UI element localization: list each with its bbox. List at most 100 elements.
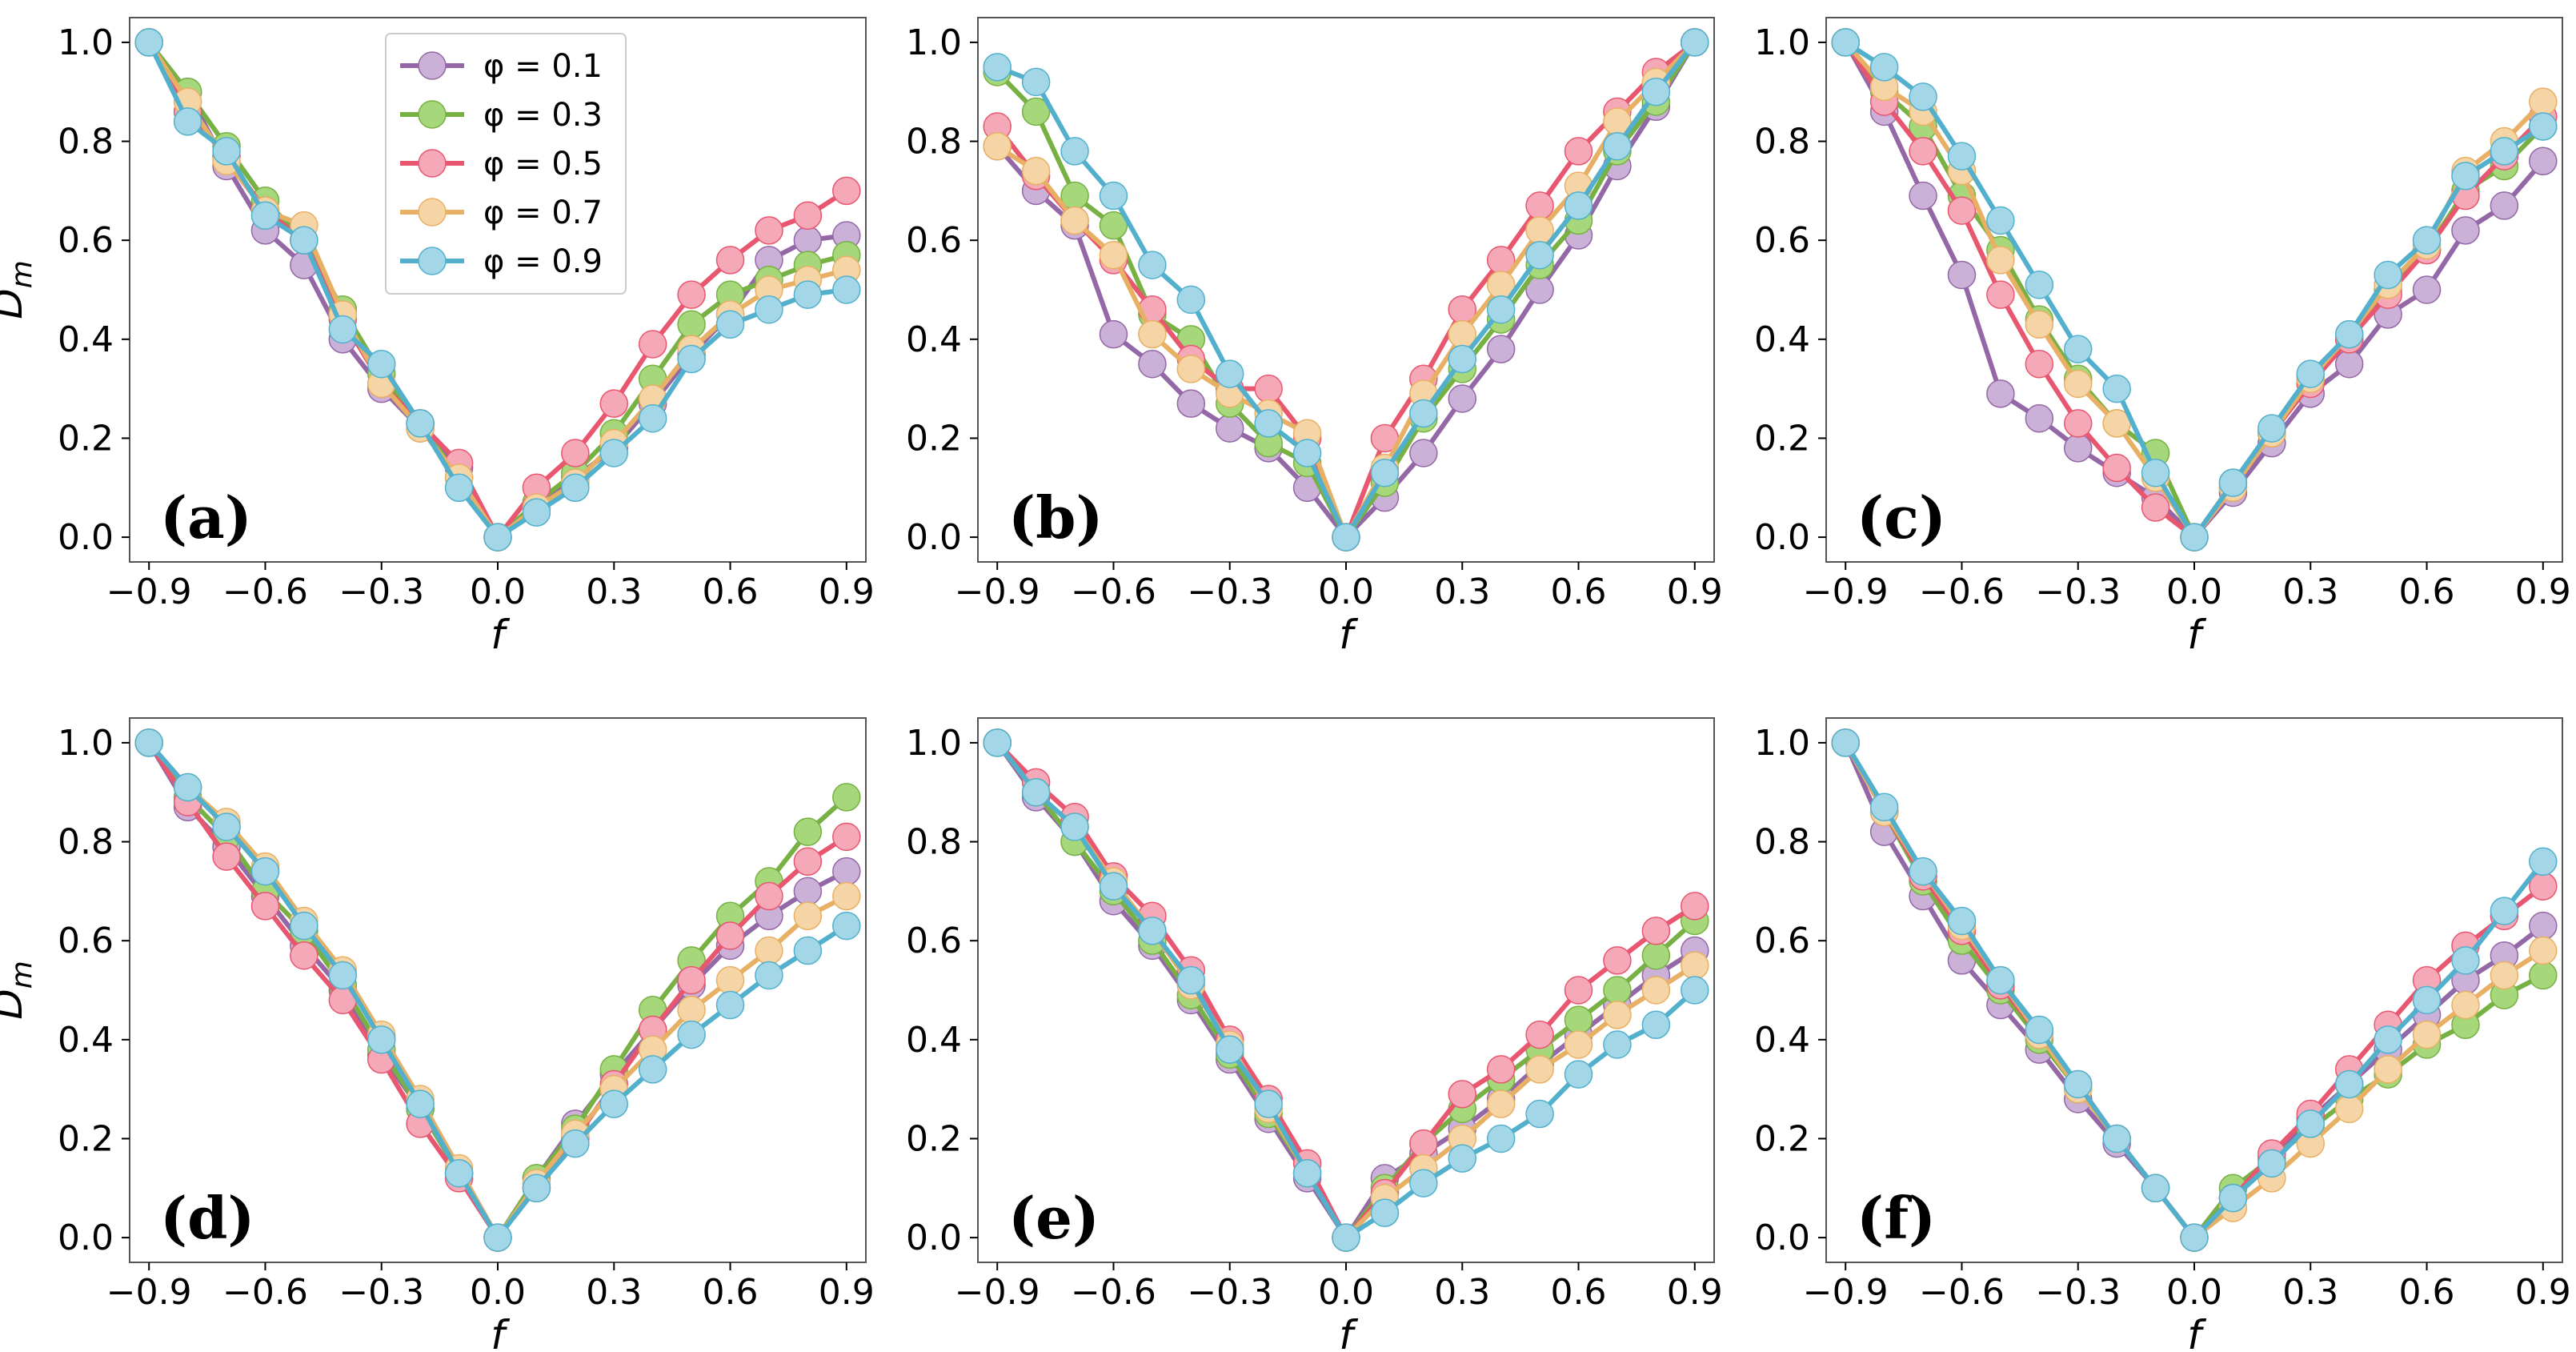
data-point — [1332, 523, 1360, 552]
data-point — [1215, 359, 1244, 388]
y-tick-label: 0.6 — [1754, 921, 1810, 961]
y-tick-label: 1.0 — [1754, 22, 1810, 63]
x-axis-label: f — [2187, 612, 2206, 658]
data-point — [2334, 349, 2364, 379]
data-point — [2102, 453, 2131, 483]
x-axis-label: f — [2187, 1312, 2206, 1352]
x-tick-label: −0.9 — [1803, 572, 1889, 612]
y-axis-label-subscript: m — [6, 260, 38, 288]
y-tick-label: 0.8 — [1754, 822, 1810, 863]
x-tick-label: 0.6 — [1551, 572, 1607, 612]
y-tick-label: 0.0 — [906, 517, 962, 558]
y-tick-label: 0.2 — [58, 1118, 114, 1159]
data-point — [2218, 1183, 2248, 1213]
data-point — [1486, 295, 1516, 324]
data-point — [1986, 379, 2015, 408]
data-point — [483, 523, 512, 552]
legend-entry: φ = 0.1 — [483, 48, 603, 85]
y-tick-label: 0.4 — [906, 319, 962, 360]
data-point — [1681, 28, 1709, 57]
legend-entry: φ = 0.9 — [483, 243, 603, 280]
data-point — [2412, 275, 2442, 304]
data-point — [1099, 872, 1128, 901]
x-tick-label: 0.6 — [703, 572, 759, 612]
y-tick-label: 0.6 — [1754, 220, 1810, 261]
y-axis-label-subscript: m — [6, 961, 38, 989]
data-point — [1099, 181, 1128, 211]
data-point — [2374, 260, 2402, 290]
data-point — [212, 842, 241, 871]
panel-label: (d) — [160, 1184, 254, 1252]
data-point — [1603, 1001, 1632, 1029]
data-point — [1138, 349, 1167, 379]
y-tick-label: 0.4 — [58, 1020, 114, 1061]
data-point — [1099, 211, 1128, 240]
data-point — [599, 389, 629, 418]
data-point — [1525, 191, 1554, 220]
data-point — [1254, 1089, 1283, 1118]
data-point — [677, 310, 706, 339]
data-point — [406, 409, 435, 438]
data-point — [1370, 458, 1400, 487]
data-point — [1176, 389, 1206, 418]
data-point — [212, 812, 241, 841]
data-point — [677, 280, 706, 309]
series-line — [146, 740, 848, 1241]
data-point — [250, 857, 280, 886]
data-point — [2412, 226, 2442, 255]
data-point — [1486, 1124, 1516, 1153]
data-point — [2296, 1109, 2326, 1138]
y-tick-label: 0.2 — [1754, 418, 1810, 459]
data-point — [1641, 917, 1671, 945]
data-point — [2490, 961, 2519, 990]
data-point — [1681, 976, 1709, 1005]
data-point — [1215, 1035, 1244, 1064]
data-point — [1909, 181, 1937, 211]
data-point — [2063, 369, 2093, 399]
data-point — [1254, 374, 1283, 403]
data-point — [793, 847, 823, 877]
data-point — [793, 936, 823, 965]
series-line — [146, 740, 848, 1241]
data-point — [1099, 240, 1128, 270]
x-tick-label: −0.3 — [339, 572, 424, 612]
data-point — [2063, 409, 2093, 438]
chart-panel: −0.9 −0.6 −0.3 0.0 0.3 0.6 0.9 0.0 0.2 0.4 0.6 0.8 1… — [906, 717, 1723, 1352]
data-point — [250, 201, 280, 231]
x-tick-label: 0.3 — [2282, 572, 2338, 612]
data-point — [1681, 892, 1709, 921]
data-point — [755, 961, 783, 990]
data-point — [832, 911, 861, 941]
data-point — [1641, 1010, 1671, 1040]
data-point — [2529, 146, 2558, 176]
y-tick-label: 1.0 — [58, 723, 114, 764]
data-point — [1370, 1198, 1400, 1227]
data-point — [638, 330, 667, 359]
data-point — [2334, 1094, 2364, 1124]
y-tick-label: 0.0 — [1754, 517, 1810, 558]
series-line — [995, 40, 1697, 540]
data-point — [1292, 439, 1322, 467]
x-tick-label: 0.9 — [1667, 572, 1723, 612]
y-tick-label: 0.0 — [1754, 1218, 1810, 1258]
data-point — [2451, 990, 2480, 1020]
data-point — [1448, 344, 1477, 374]
x-tick-label: −0.6 — [1919, 1272, 2005, 1313]
y-tick-label: 0.4 — [58, 319, 114, 360]
data-point — [1564, 976, 1593, 1005]
x-tick-label: −0.9 — [106, 572, 192, 612]
series-line — [996, 41, 1697, 540]
data-point — [1603, 976, 1632, 1005]
data-point — [832, 822, 861, 852]
y-tick-label: 0.8 — [58, 122, 114, 162]
data-point — [2374, 1025, 2402, 1054]
data-point — [793, 201, 823, 231]
data-point — [2258, 1149, 2286, 1178]
data-point — [173, 107, 202, 136]
data-point — [599, 1089, 629, 1118]
chart-panel: −0.9 −0.6 −0.3 0.0 0.3 0.6 0.9 0.0 0.2 0.4 0.6 0.8 1… — [1754, 717, 2571, 1352]
data-point — [1254, 409, 1283, 438]
legend-marker — [418, 100, 447, 129]
panel-label: (e) — [1008, 1184, 1100, 1252]
data-point — [2063, 1069, 2093, 1099]
